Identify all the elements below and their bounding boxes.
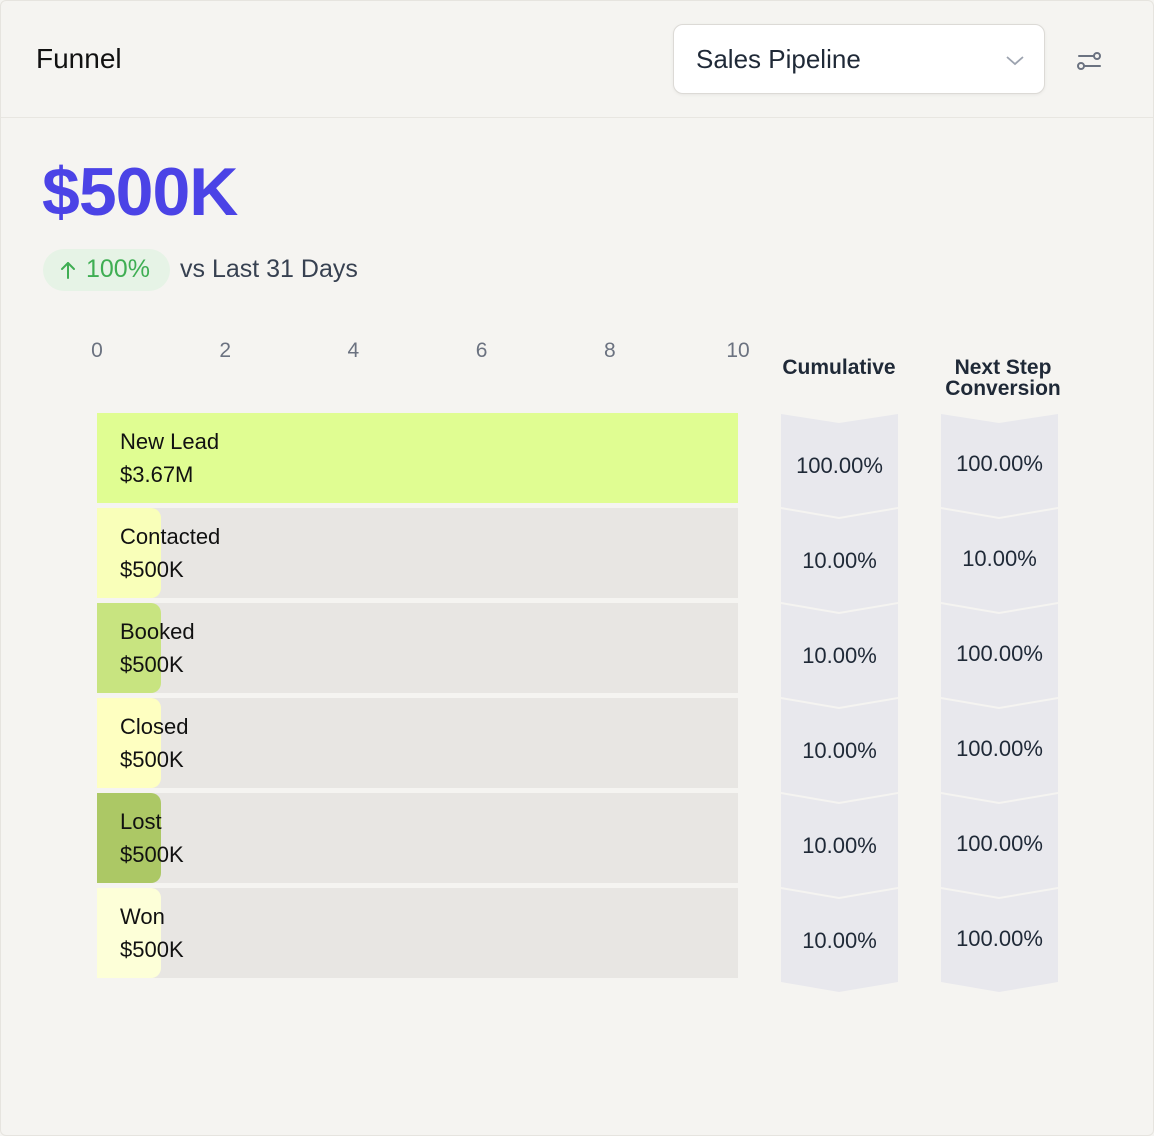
funnel-row-track [97, 793, 738, 883]
chevron-shape [941, 699, 1058, 802]
column-header-next-step-conversion: Next Step Conversion [945, 356, 1061, 400]
comparison-period: vs Last 31 Days [180, 255, 358, 283]
chevron-shape [781, 889, 898, 992]
change-badge: 100% [43, 249, 170, 291]
next-step-conversion-cell-value: 100.00% [956, 926, 1043, 951]
cumulative-cell: 10.00% [780, 793, 899, 899]
chevron-shape [781, 794, 898, 897]
funnel-row-track [97, 888, 738, 978]
cumulative-cell: 10.00% [780, 698, 899, 804]
x-axis-tick: 0 [91, 339, 103, 362]
funnel-stage-value: $500K [120, 652, 184, 677]
chevron-shape [941, 794, 1058, 897]
cumulative-cell-value: 10.00% [802, 928, 877, 953]
card-header: Funnel Sales Pipeline [1, 1, 1153, 118]
card-title: Funnel [36, 43, 122, 74]
chevron-shape [941, 889, 1058, 992]
funnel-stage-value: $500K [120, 557, 184, 582]
cumulative-cell: 10.00% [780, 888, 899, 994]
funnel-bar[interactable] [97, 508, 162, 598]
next-step-conversion-cell: 100.00% [940, 603, 1059, 709]
funnel-stage-label: Won [120, 904, 165, 929]
chevron-shape [941, 604, 1058, 707]
next-step-conversion-cell: 100.00% [940, 888, 1059, 994]
chevron-down-icon [1006, 56, 1024, 66]
funnel-stage-value: $500K [120, 842, 184, 867]
next-step-conversion-cell-value: 100.00% [956, 736, 1043, 761]
cumulative-cell-value: 10.00% [802, 548, 877, 573]
cumulative-cell: 10.00% [780, 603, 899, 709]
next-step-conversion-cell-value: 100.00% [956, 831, 1043, 856]
cumulative-cell: 100.00% [780, 413, 899, 519]
cumulative-cell-value: 10.00% [802, 833, 877, 858]
funnel-bar[interactable] [97, 603, 162, 693]
cumulative-cell: 10.00% [780, 508, 899, 614]
funnel-bar[interactable] [97, 413, 738, 503]
x-axis-tick: 4 [347, 339, 360, 362]
chevron-shape [781, 509, 898, 612]
cumulative-cell-value: 100.00% [796, 453, 883, 478]
funnel-bar[interactable] [97, 793, 162, 883]
funnel-stage-label: New Lead [120, 429, 220, 454]
filter-settings-icon[interactable] [1073, 45, 1105, 77]
change-percent: 100% [86, 255, 150, 283]
funnel-row-track [97, 508, 738, 598]
funnel-bar[interactable] [97, 888, 162, 978]
chevron-shape [941, 414, 1058, 517]
chevron-shape [781, 414, 898, 517]
funnel-stage-value: $500K [120, 937, 184, 962]
next-step-conversion-cell: 10.00% [940, 508, 1059, 614]
next-step-conversion-cell: 100.00% [940, 793, 1059, 899]
next-step-conversion-cell: 100.00% [940, 698, 1059, 804]
next-step-conversion-cell-value: 100.00% [956, 641, 1043, 666]
pipeline-select-value: Sales Pipeline [696, 44, 861, 74]
chevron-shape [781, 604, 898, 707]
next-step-conversion-cell-value: 10.00% [962, 546, 1037, 571]
x-axis-tick: 2 [219, 339, 232, 362]
x-axis-tick: 6 [475, 339, 488, 362]
x-axis-tick: 8 [603, 339, 616, 362]
cumulative-cell-value: 10.00% [802, 738, 877, 763]
kpi-value: $500K [42, 154, 238, 230]
chevron-shape [941, 509, 1058, 612]
funnel-row-track [97, 603, 738, 693]
arrow-up-icon [61, 262, 75, 279]
funnel-stage-value: $3.67M [120, 462, 194, 487]
pipeline-select[interactable]: Sales Pipeline [673, 24, 1045, 94]
funnel-row-track [97, 698, 738, 788]
next-step-conversion-cell: 100.00% [940, 413, 1059, 519]
funnel-bar[interactable] [97, 698, 162, 788]
column-header-cumulative: Cumulative [782, 356, 896, 379]
funnel-stage-label: Closed [120, 714, 189, 739]
cumulative-cell-value: 10.00% [802, 643, 877, 668]
funnel-stage-value: $500K [120, 747, 184, 772]
funnel-stage-label: Booked [120, 619, 195, 644]
funnel-stage-label: Contacted [120, 524, 221, 549]
next-step-conversion-cell-value: 100.00% [956, 451, 1043, 476]
chevron-shape [781, 699, 898, 802]
funnel-stage-label: Lost [120, 809, 162, 834]
x-axis-tick: 10 [726, 339, 750, 362]
